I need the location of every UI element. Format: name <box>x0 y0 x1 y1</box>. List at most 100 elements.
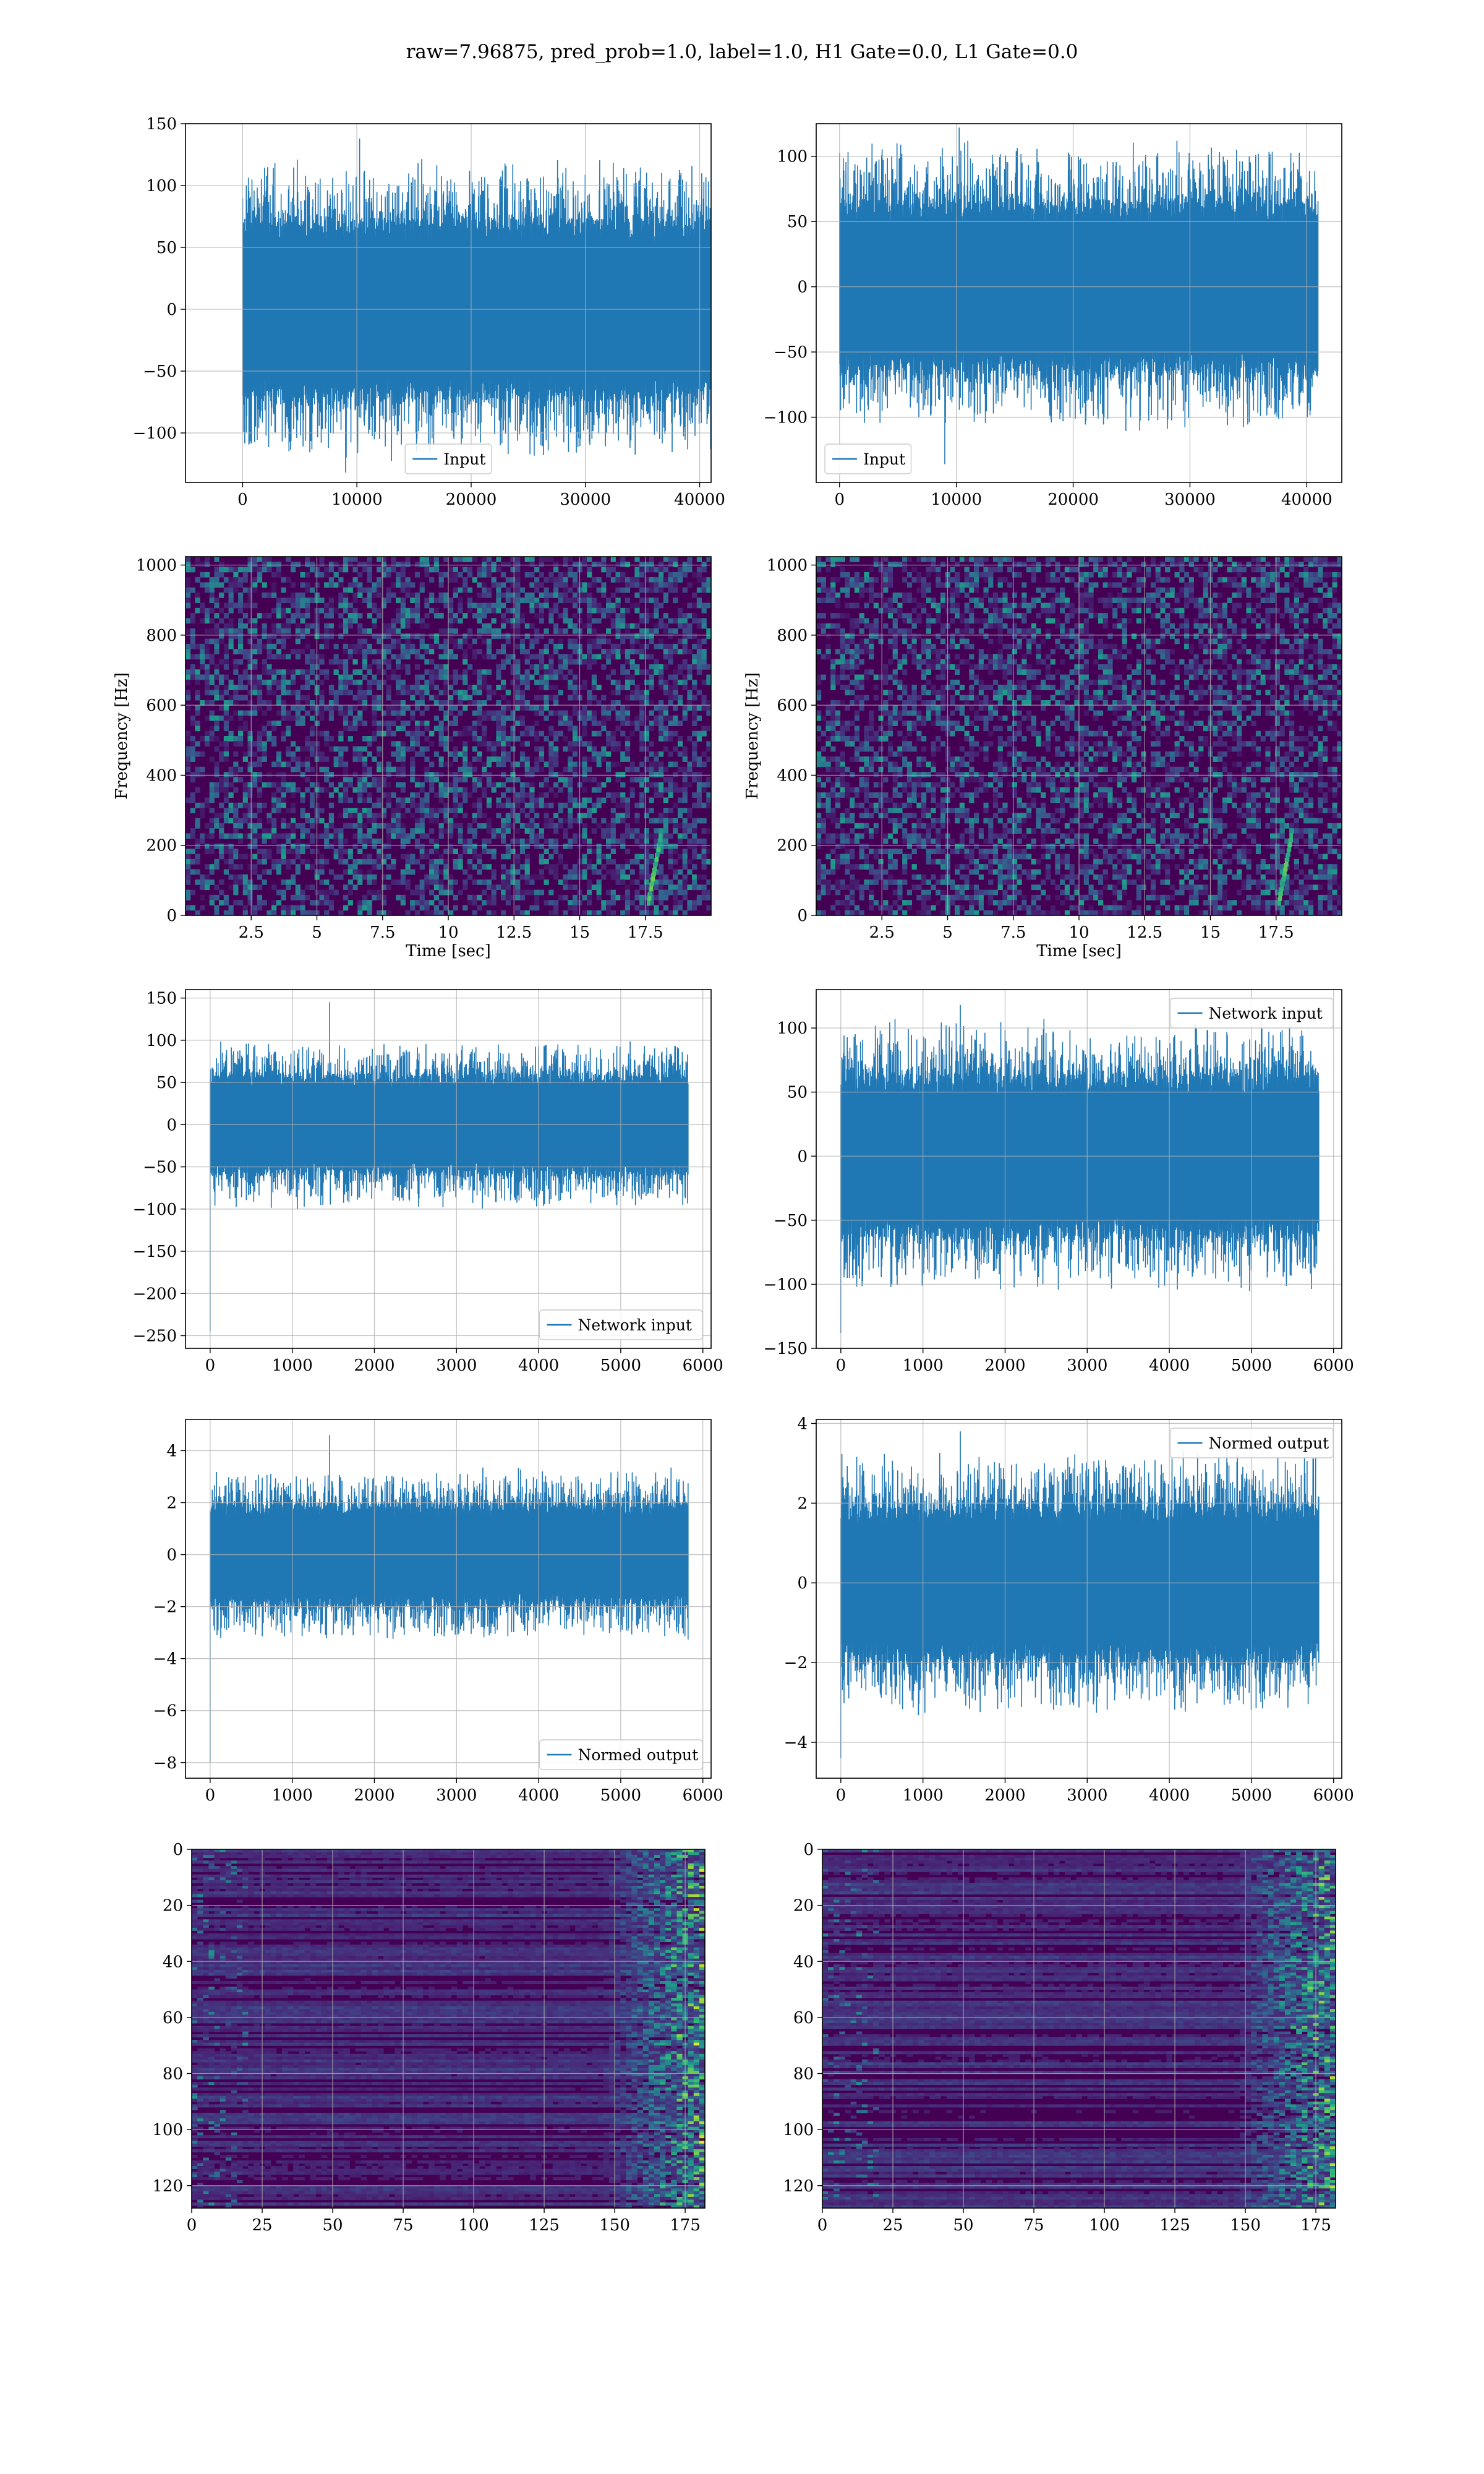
heatmap-cell <box>649 613 654 618</box>
heatmap-cell <box>529 571 535 578</box>
heatmap-cell <box>271 808 277 813</box>
heatmap-cell <box>343 649 349 654</box>
heatmap-cell <box>639 802 645 808</box>
heatmap-cell <box>830 838 836 844</box>
heatmap-cell <box>443 849 449 855</box>
heatmap-cell <box>682 787 688 793</box>
heatmap-cell <box>501 854 506 860</box>
heatmap-cell <box>816 823 822 829</box>
heatmap-cell <box>291 705 296 711</box>
heatmap-cell <box>821 802 826 808</box>
heatmap-cell <box>916 833 922 839</box>
heatmap-cell <box>850 880 855 885</box>
heatmap-cell <box>209 577 215 583</box>
heatmap-cell <box>482 823 487 829</box>
heatmap-cell <box>524 633 530 640</box>
heatmap-cell <box>911 643 917 649</box>
heatmap-cell <box>228 715 234 721</box>
heatmap-cell <box>324 910 330 915</box>
heatmap-cell <box>195 710 200 716</box>
heatmap-cell <box>209 674 215 680</box>
heatmap-cell <box>400 577 406 583</box>
heatmap-cell <box>396 700 401 706</box>
heatmap-cell <box>902 813 908 819</box>
heatmap-cell <box>539 874 545 880</box>
heatmap-cell <box>677 571 683 578</box>
heatmap-cell <box>659 582 664 588</box>
heatmap-cell <box>247 808 253 813</box>
heatmap-cell <box>539 659 545 665</box>
heatmap-cell <box>845 766 850 773</box>
heatmap-cell <box>677 884 683 891</box>
heatmap-cell <box>300 823 305 829</box>
heatmap-cell <box>572 577 578 583</box>
x-tick-label: 2.5 <box>239 923 264 942</box>
heatmap-cell <box>673 746 678 752</box>
heatmap-cell <box>391 705 396 711</box>
heatmap-cell <box>252 587 258 593</box>
heatmap-cell <box>864 669 869 675</box>
heatmap-cell <box>233 854 239 860</box>
heatmap-cell <box>419 674 425 680</box>
heatmap-cell <box>333 761 339 768</box>
heatmap-cell <box>328 823 335 829</box>
heatmap-cell <box>911 638 917 644</box>
y-tick-label: 0 <box>166 301 177 319</box>
heatmap-cell <box>835 602 841 609</box>
heatmap-cell <box>655 848 660 857</box>
heatmap-cell <box>897 802 903 808</box>
heatmap-cell <box>639 582 645 588</box>
heatmap-cell <box>419 854 425 860</box>
heatmap-cell <box>405 577 411 583</box>
heatmap-cell <box>544 813 549 819</box>
heatmap-cell <box>582 864 587 870</box>
heatmap-cell <box>524 597 530 604</box>
heatmap-cell <box>859 782 864 788</box>
heatmap-cell <box>548 838 554 844</box>
heatmap-cell <box>424 849 430 855</box>
heatmap-cell <box>252 833 258 839</box>
heatmap-cell <box>362 813 368 819</box>
heatmap-cell <box>845 593 850 598</box>
heatmap-cell <box>410 889 416 896</box>
heatmap-cell <box>209 715 215 721</box>
heatmap-cell <box>276 797 282 803</box>
heatmap-cell <box>463 849 468 855</box>
heatmap-cell <box>692 874 697 880</box>
heatmap-cell <box>343 679 349 685</box>
heatmap-cell <box>228 638 234 644</box>
heatmap-cell <box>620 571 626 578</box>
heatmap-cell <box>343 772 349 777</box>
heatmap-cell <box>544 715 549 721</box>
heatmap-cell <box>840 654 845 660</box>
heatmap-cell <box>195 721 200 726</box>
heatmap-cell <box>286 858 291 865</box>
heatmap-cell <box>377 864 382 870</box>
heatmap-cell <box>400 654 406 660</box>
heatmap-cell <box>443 715 449 721</box>
heatmap-cell <box>582 828 587 834</box>
heatmap-cell <box>482 700 487 706</box>
heatmap-cell <box>267 854 272 860</box>
heatmap-cell <box>396 664 401 670</box>
heatmap-cell <box>186 628 191 634</box>
heatmap-cell <box>343 567 349 573</box>
heatmap-cell <box>477 797 482 803</box>
heatmap-cell <box>845 884 850 891</box>
heatmap-cell <box>247 679 253 685</box>
heatmap-cell <box>644 726 650 732</box>
heatmap-cell <box>864 782 869 788</box>
heatmap-cell <box>501 910 506 915</box>
heatmap-cell <box>472 854 477 860</box>
heatmap-cell <box>816 833 822 839</box>
heatmap-cell <box>372 894 377 901</box>
heatmap-cell <box>654 905 659 911</box>
heatmap-cell <box>501 562 506 568</box>
heatmap-cell <box>300 602 305 609</box>
heatmap-cell <box>295 838 301 844</box>
heatmap-cell <box>204 638 210 644</box>
heatmap-cell <box>482 593 487 598</box>
heatmap-cell <box>362 787 368 793</box>
heatmap-cell <box>869 736 874 742</box>
heatmap-cell <box>830 726 836 732</box>
